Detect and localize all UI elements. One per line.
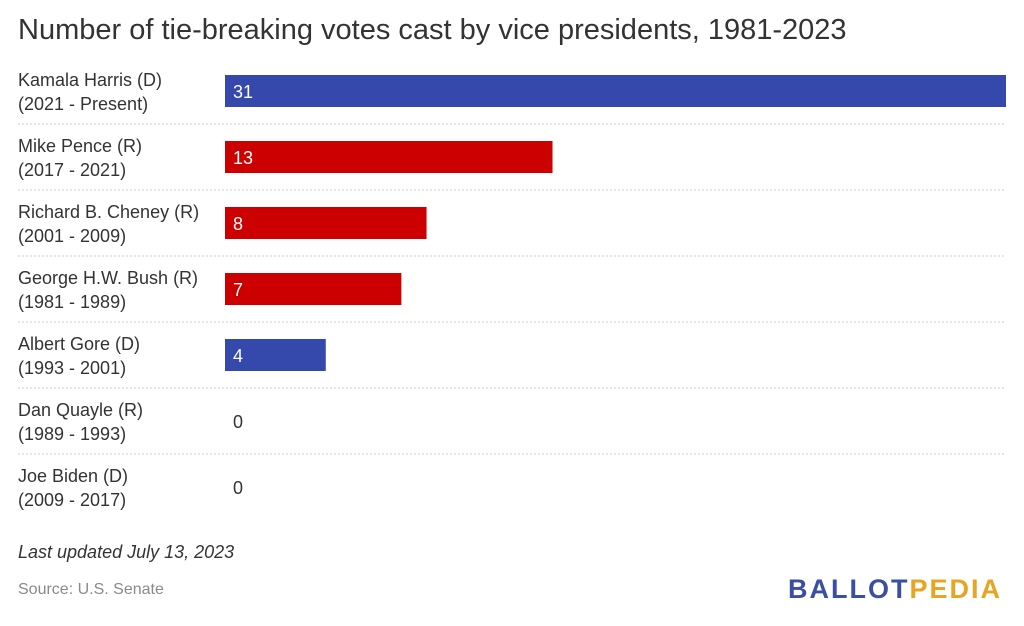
bar (225, 141, 553, 173)
category-label-name: Mike Pence (R) (18, 136, 142, 156)
source-credit: Source: U.S. Senate (18, 581, 164, 598)
value-label: 4 (233, 346, 243, 366)
value-label: 0 (233, 478, 243, 498)
logo-part-ballot: BALLOT (787, 574, 910, 604)
logo-part-pedia: PEDIA (909, 574, 1002, 604)
category-label-term: (2001 - 2009) (18, 226, 126, 246)
category-label-name: George H.W. Bush (R) (18, 268, 198, 288)
category-label-name: Dan Quayle (R) (18, 400, 143, 420)
category-label-term: (2017 - 2021) (18, 160, 126, 180)
category-label-name: Albert Gore (D) (18, 334, 140, 354)
value-label: 13 (233, 148, 253, 168)
category-label-term: (2021 - Present) (18, 94, 148, 114)
chart-title: Number of tie-breaking votes cast by vic… (18, 14, 847, 46)
category-label-name: Joe Biden (D) (18, 466, 128, 486)
ballotpedia-logo: BALLOTPEDIA (788, 574, 1002, 605)
category-label-term: (1993 - 2001) (18, 358, 126, 378)
category-label-name: Kamala Harris (D) (18, 70, 162, 90)
value-label: 8 (233, 214, 243, 234)
value-label: 31 (233, 82, 253, 102)
bar (225, 339, 326, 371)
category-label-term: (2009 - 2017) (18, 490, 126, 510)
bar (225, 273, 402, 305)
last-updated-note: Last updated July 13, 2023 (18, 542, 235, 562)
category-label-term: (1989 - 1993) (18, 424, 126, 444)
value-label: 7 (233, 280, 243, 300)
category-label-name: Richard B. Cheney (R) (18, 202, 199, 222)
bar (225, 75, 1006, 107)
bar-chart: Kamala Harris (D) (2021 - Present) 31 Mike … (18, 70, 1006, 510)
category-label-term: (1981 - 1989) (18, 292, 126, 312)
bar (225, 207, 427, 239)
value-label: 0 (233, 412, 243, 432)
